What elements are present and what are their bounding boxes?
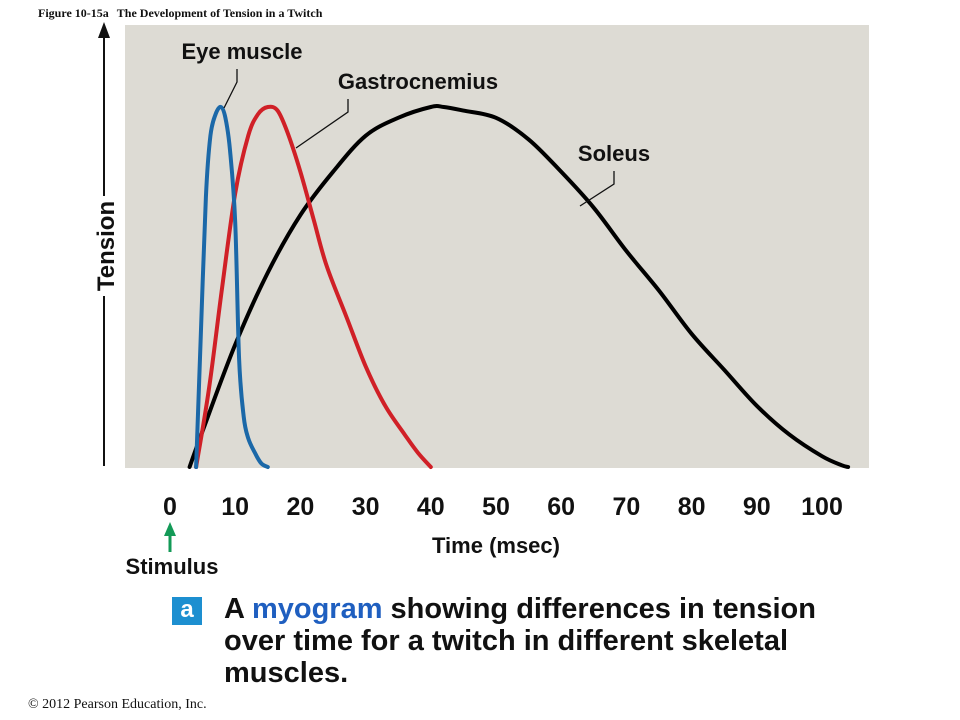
x-tick-label: 40 bbox=[417, 493, 445, 521]
caption-pre: A bbox=[224, 593, 252, 625]
caption-keyword: myogram bbox=[251, 593, 383, 625]
x-tick-label: 30 bbox=[352, 493, 380, 521]
leader-line-gastrocnemius bbox=[295, 99, 349, 149]
x-tick-label: 70 bbox=[612, 493, 640, 521]
x-tick-label: 0 bbox=[163, 493, 177, 521]
series-line-gastrocnemius bbox=[194, 104, 433, 469]
series-line-soleus bbox=[187, 104, 851, 469]
series-line-eye-muscle bbox=[194, 104, 270, 469]
x-tick-label: 10 bbox=[221, 493, 249, 521]
leader-line-eye-muscle bbox=[223, 69, 238, 109]
stimulus-label: Stimulus bbox=[126, 554, 219, 579]
x-tick-label: 60 bbox=[547, 493, 575, 521]
figure-label: Figure 10-15a bbox=[38, 6, 109, 20]
series-label-eye-muscle: Eye muscle bbox=[181, 39, 302, 64]
y-axis-label: Tension bbox=[93, 201, 120, 291]
x-tick-label: 100 bbox=[801, 493, 843, 521]
figure-title-text: The Development of Tension in a Twitch bbox=[116, 6, 323, 20]
caption-text: A myogram showing differences in tension… bbox=[224, 593, 864, 689]
y-axis-arrowhead bbox=[98, 22, 110, 38]
copyright-notice: © 2012 Pearson Education, Inc. bbox=[28, 697, 207, 712]
x-tick-label: 20 bbox=[286, 493, 314, 521]
label-layer: Eye muscle Gastrocnemius Soleus bbox=[181, 39, 650, 207]
series-label-soleus: Soleus bbox=[578, 141, 650, 166]
x-tick-label: 80 bbox=[678, 493, 706, 521]
series-layer bbox=[187, 104, 851, 469]
axes: Tension 0 10 20 30 40 50 60 70 80 90 100 Time (msec)… bbox=[93, 22, 843, 579]
stimulus-arrow-head bbox=[164, 522, 176, 536]
figure-title: Figure 10-15a The Development of Tension … bbox=[38, 6, 322, 21]
caption-badge: a bbox=[172, 597, 202, 625]
x-tick-label: 90 bbox=[743, 493, 771, 521]
leader-line-soleus bbox=[579, 171, 615, 207]
x-tick-label: 50 bbox=[482, 493, 510, 521]
caption-post: showing differences in tension over time… bbox=[224, 593, 816, 689]
x-axis-label: Time (msec) bbox=[432, 533, 560, 558]
series-label-gastrocnemius: Gastrocnemius bbox=[338, 69, 498, 94]
